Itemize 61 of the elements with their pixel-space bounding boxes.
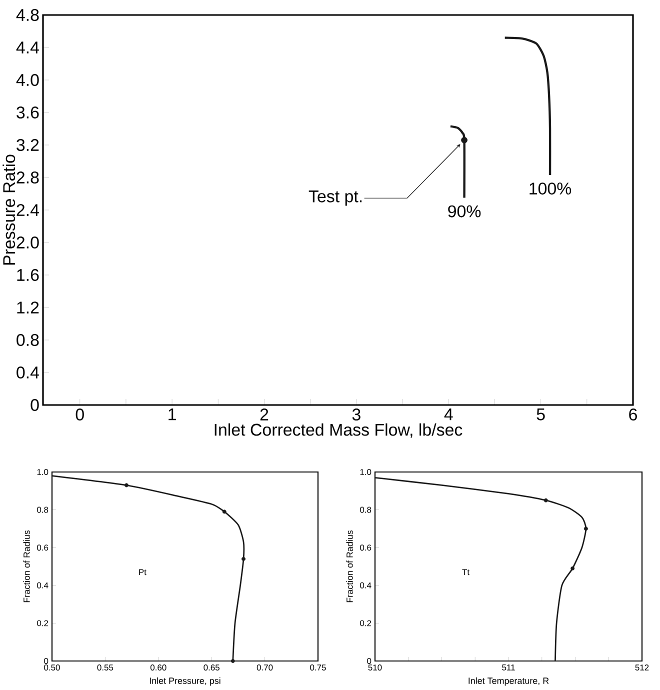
y-tick-label: 2.4 xyxy=(16,204,39,216)
y-tick-label: 0.4 xyxy=(37,582,48,588)
point xyxy=(584,526,588,531)
x-tick-label: 3 xyxy=(352,408,360,421)
x-tick-label: 1 xyxy=(168,408,176,420)
y-axis-title: Pressure Ratio xyxy=(2,154,16,265)
point xyxy=(124,483,128,488)
x-tick-label: 4 xyxy=(444,408,453,420)
y-tick-label: 4.8 xyxy=(16,8,39,21)
y-tick-label: 0.4 xyxy=(360,582,372,588)
x-axis-title: Inlet Temperature, R xyxy=(468,677,549,686)
y-tick-label: 0.2 xyxy=(360,620,372,626)
x-tick-label: 511 xyxy=(502,664,515,670)
y-tick-label: 1.0 xyxy=(360,469,372,475)
x-tick-label: 0.50 xyxy=(44,664,60,671)
point xyxy=(242,556,246,561)
x-tick-label: 2 xyxy=(260,408,268,420)
y-tick-label: 0 xyxy=(44,658,48,664)
y-tick-label: 1.0 xyxy=(37,469,48,475)
y-tick-label: 0.2 xyxy=(37,620,48,626)
x-axis-title: Inlet Corrected Mass Flow, lb/sec xyxy=(214,423,462,438)
y-tick-label: 0 xyxy=(367,658,372,664)
x-axis-title: Inlet Pressure, psi xyxy=(150,677,220,686)
y-tick-label: 0 xyxy=(30,398,39,411)
annotation: Tt xyxy=(462,569,470,576)
line-series xyxy=(374,476,587,662)
x-tick-label: 0.55 xyxy=(97,664,114,671)
y-tick-label: 3.2 xyxy=(16,138,39,151)
x-tick-label: 0 xyxy=(76,408,84,421)
y-axis-title: Fraction of Radius xyxy=(346,530,353,602)
y-tick-label: 0.8 xyxy=(360,506,372,513)
x-tick-label: 6 xyxy=(629,408,637,421)
y-tick-label: 2.0 xyxy=(16,236,39,248)
x-tick-label: 512 xyxy=(635,664,649,671)
series-label: 100% xyxy=(530,182,572,195)
point xyxy=(544,498,548,502)
annotation: Test pt. xyxy=(308,190,362,206)
y-tick-label: 0.6 xyxy=(360,544,372,551)
x-tick-label: 0.70 xyxy=(256,664,273,671)
y-axis-title: Fraction of Radius xyxy=(23,530,30,602)
point xyxy=(230,658,235,663)
y-tick-label: 1.6 xyxy=(17,268,39,281)
y-tick-label: 0.8 xyxy=(16,334,39,346)
x-tick-label: 0.75 xyxy=(310,664,326,671)
y-tick-label: 4.4 xyxy=(16,42,39,54)
x-tick-label: 5 xyxy=(536,408,545,420)
y-tick-label: 0.6 xyxy=(37,544,48,551)
point xyxy=(570,566,575,570)
y-tick-label: 1.2 xyxy=(17,302,39,314)
y-tick-label: 4.0 xyxy=(16,74,39,86)
y-tick-label: 0.8 xyxy=(37,506,48,513)
point xyxy=(222,510,226,514)
y-tick-label: 0.4 xyxy=(16,366,39,378)
x-tick-label: 0.60 xyxy=(150,664,166,671)
x-tick-label: 0.65 xyxy=(204,664,220,671)
annotation: Pt xyxy=(139,569,146,576)
series-label: 90% xyxy=(448,205,481,218)
line-series xyxy=(504,36,552,176)
x-tick-label: 510 xyxy=(368,664,382,671)
y-tick-label: 2.8 xyxy=(16,171,39,184)
y-tick-label: 3.6 xyxy=(16,106,39,118)
